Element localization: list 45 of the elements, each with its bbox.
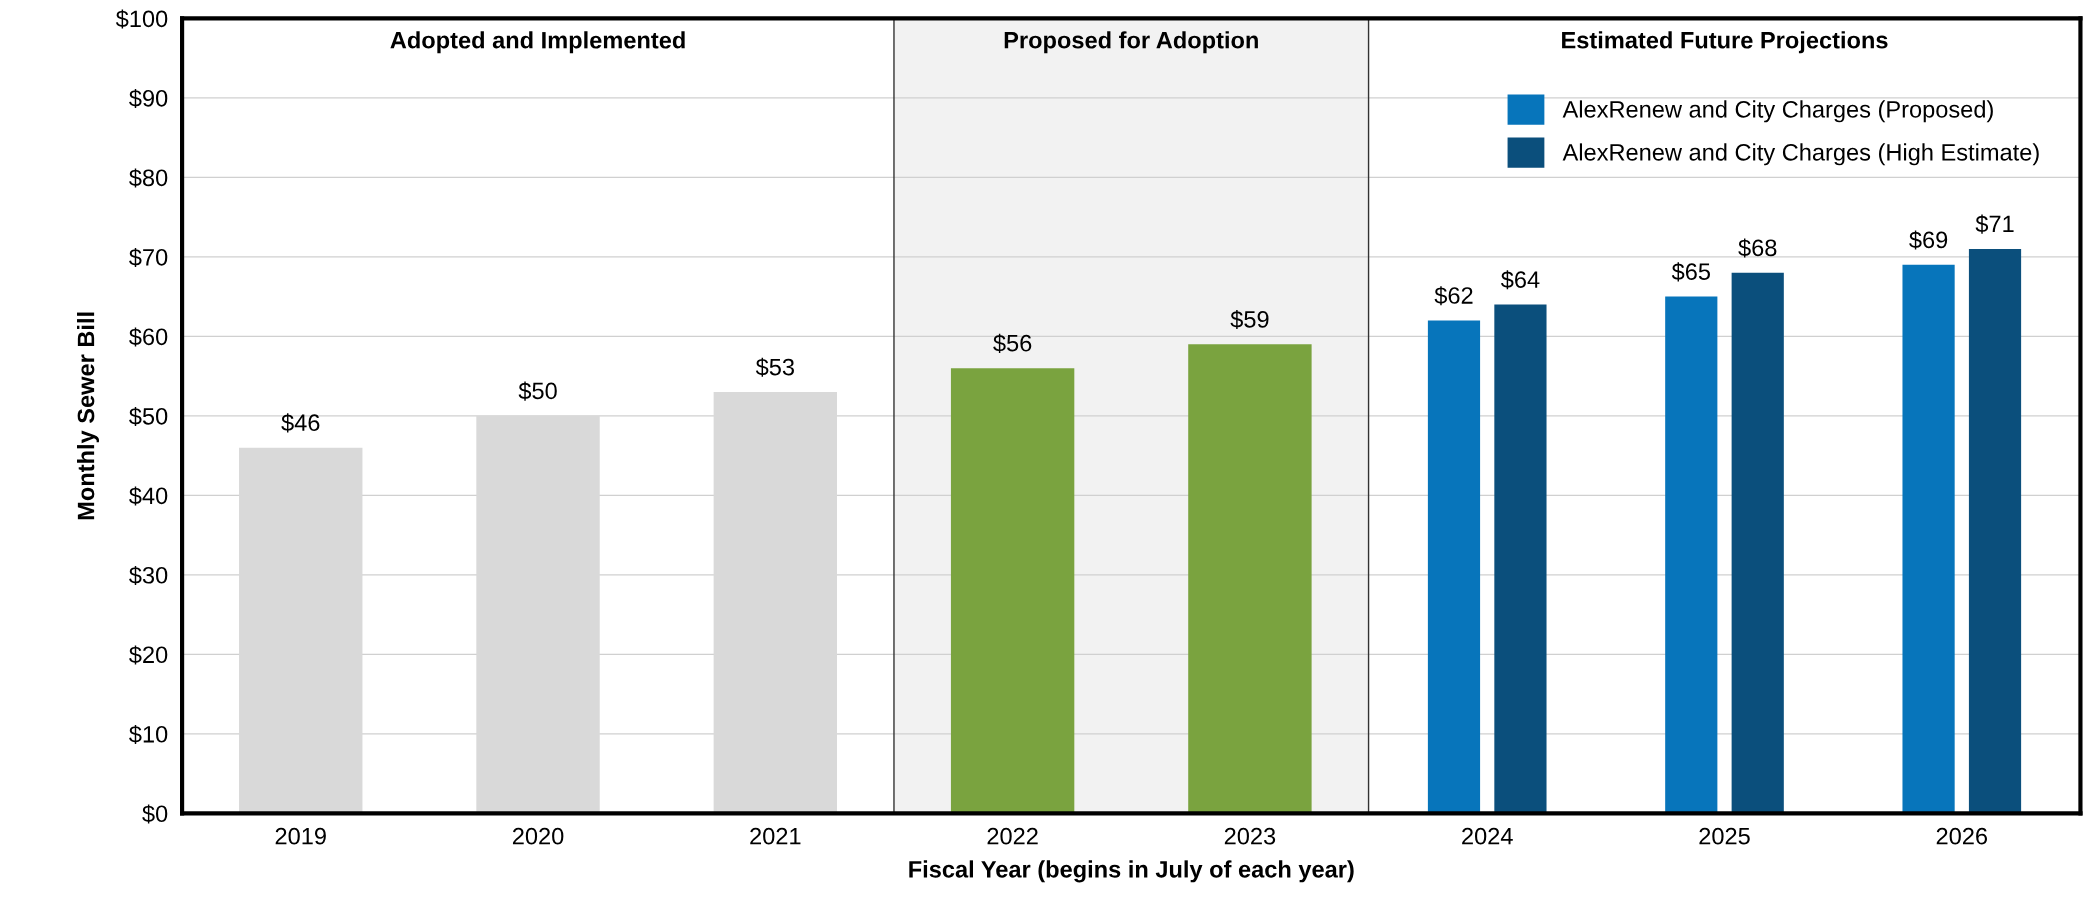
y-tick-label: $20 bbox=[129, 645, 168, 665]
bar bbox=[1494, 304, 1547, 814]
bar bbox=[1968, 248, 2022, 814]
y-tick-label: $10 bbox=[129, 724, 168, 745]
x-tick-label: 2022 bbox=[987, 827, 1038, 845]
x-tick-label: 2025 bbox=[1699, 827, 1750, 845]
data-label: $53 bbox=[755, 357, 794, 377]
bar bbox=[1188, 344, 1312, 814]
bar bbox=[950, 368, 1075, 814]
y-tick-label: $50 bbox=[129, 406, 168, 427]
data-label: $62 bbox=[1434, 286, 1473, 306]
legend-label: AlexRenew and City Charges (High Estimate) bbox=[1562, 143, 2039, 166]
x-tick-label: 2020 bbox=[512, 827, 564, 845]
x-tick-label: 2019 bbox=[275, 827, 326, 845]
annotation: Estimated Future Projections bbox=[1562, 31, 1888, 54]
y-tick-label: $60 bbox=[129, 327, 168, 347]
data-label: $68 bbox=[1738, 238, 1777, 258]
data-label: $71 bbox=[1975, 214, 2014, 234]
y-tick-label: $80 bbox=[129, 168, 168, 188]
data-label: $64 bbox=[1500, 270, 1540, 290]
bar bbox=[1665, 296, 1718, 814]
y-tick-label: $40 bbox=[129, 486, 168, 506]
data-label: $50 bbox=[518, 381, 557, 401]
y-tick-label: $90 bbox=[129, 88, 168, 109]
bar bbox=[1427, 320, 1481, 814]
bar bbox=[1902, 264, 1955, 814]
band-label: Proposed for Adoption bbox=[1004, 31, 1258, 54]
data-label: $56 bbox=[993, 333, 1032, 353]
x-tick-label: 2021 bbox=[750, 827, 801, 845]
y-axis-title: Monthly Sewer Bill bbox=[77, 312, 100, 520]
y-tick-label: $70 bbox=[129, 247, 168, 268]
annotation: Adopted and Implemented bbox=[390, 31, 685, 54]
legend-label: AlexRenew and City Charges (Proposed) bbox=[1562, 100, 1993, 123]
data-label: $46 bbox=[281, 413, 320, 433]
x-tick-label: 2024 bbox=[1462, 827, 1513, 845]
x-axis-title: Fiscal Year (begins in July of each year) bbox=[909, 860, 1354, 883]
x-tick-label: 2023 bbox=[1224, 827, 1276, 845]
y-tick-label: $100 bbox=[115, 9, 168, 29]
y-tick-label: $30 bbox=[129, 565, 168, 586]
data-label: $65 bbox=[1671, 262, 1710, 282]
x-tick-label: 2026 bbox=[1936, 827, 1988, 845]
data-label: $69 bbox=[1909, 230, 1948, 250]
bar bbox=[1731, 272, 1784, 814]
y-tick-label: $0 bbox=[142, 804, 168, 824]
data-label: $59 bbox=[1230, 310, 1269, 330]
